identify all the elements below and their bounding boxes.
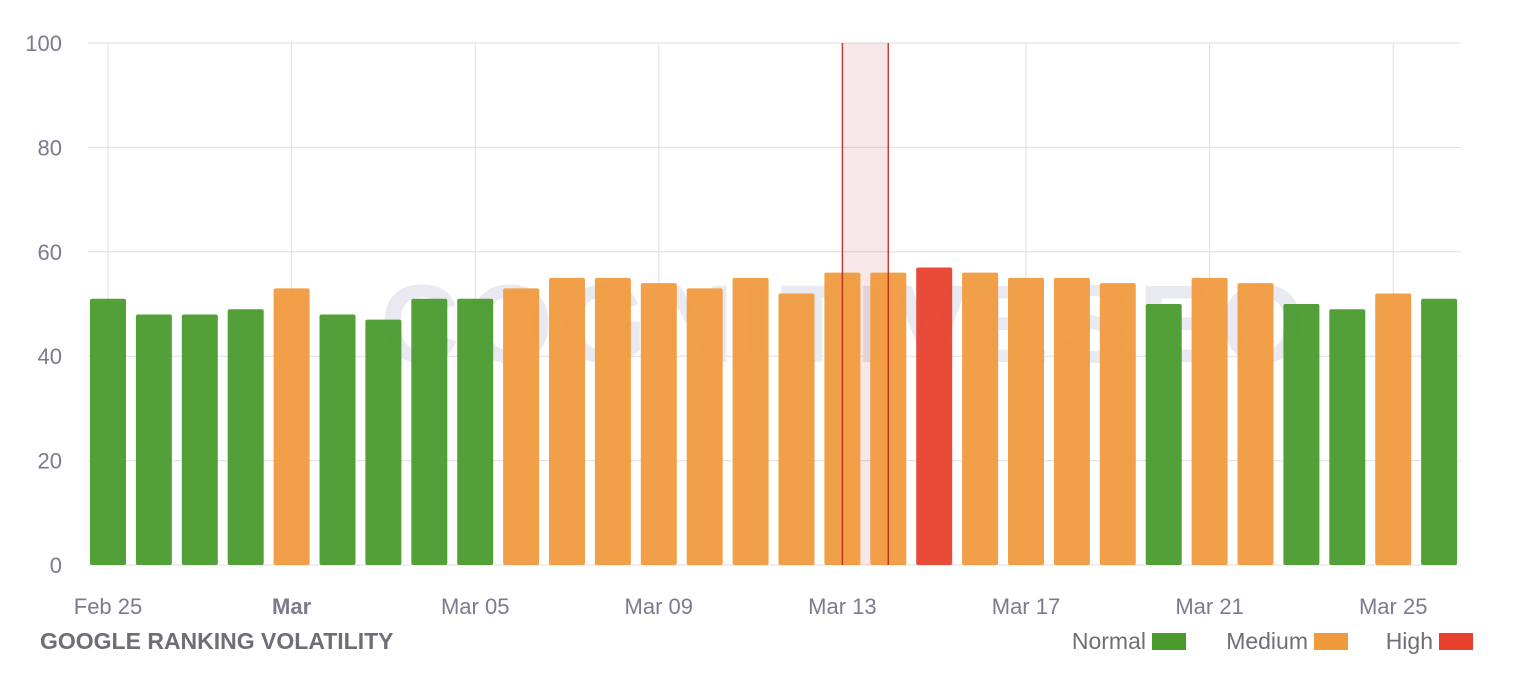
bar-mar-23[interactable] (1283, 304, 1320, 565)
y-axis-ticks: 0 20 40 60 80 100 (25, 31, 62, 578)
bar-mar-25[interactable] (1375, 293, 1412, 565)
legend-swatch-medium (1314, 633, 1348, 650)
bar-mar-10[interactable] (686, 288, 723, 565)
legend-swatch-high (1439, 633, 1473, 650)
chart-title: GOOGLE RANKING VOLATILITY (40, 628, 394, 654)
bar-feb-26[interactable] (135, 314, 172, 565)
legend-label-normal: Normal (1072, 628, 1146, 654)
y-tick-label: 60 (38, 240, 62, 265)
x-tick-label: Mar (272, 594, 312, 619)
bar-feb-27[interactable] (181, 314, 218, 565)
x-tick-label: Mar 25 (1359, 594, 1427, 619)
bar-mar-22[interactable] (1237, 283, 1274, 565)
bar-mar-18[interactable] (1053, 277, 1090, 565)
legend: Normal Medium High (1072, 628, 1473, 654)
bar-mar-05[interactable] (457, 298, 494, 565)
bar-mar-01[interactable] (273, 288, 310, 565)
bar-mar-19[interactable] (1099, 283, 1136, 565)
legend-label-medium: Medium (1226, 628, 1308, 654)
bar-feb-25[interactable] (90, 298, 126, 565)
x-tick-label: Mar 21 (1175, 594, 1243, 619)
x-axis-ticks: Feb 25 Mar Mar 05 Mar 09 Mar 13 Mar 17 Mar 21 M… (74, 594, 1428, 619)
bar-mar-11[interactable] (732, 277, 769, 565)
bar-mar-06[interactable] (503, 288, 540, 565)
bar-mar-21[interactable] (1191, 277, 1228, 565)
legend-label-high: High (1386, 628, 1433, 654)
y-tick-label: 0 (50, 553, 62, 578)
bar-mar-24[interactable] (1329, 309, 1366, 565)
legend-swatch-normal (1152, 633, 1186, 650)
y-tick-label: 100 (25, 31, 62, 56)
y-tick-label: 20 (38, 449, 62, 474)
bar-mar-16[interactable] (962, 272, 999, 565)
y-tick-label: 40 (38, 344, 62, 369)
bar-mar-03[interactable] (365, 319, 402, 565)
bar-mar-09[interactable] (640, 283, 677, 565)
bar-mar-17[interactable] (1008, 277, 1044, 565)
bar-mar-20[interactable] (1145, 304, 1182, 565)
x-tick-label: Mar 05 (441, 594, 509, 619)
bar-mar-15[interactable] (916, 267, 953, 565)
y-tick-label: 80 (38, 135, 62, 160)
bar-mar-04[interactable] (411, 298, 448, 565)
bar-mar-26[interactable] (1421, 298, 1458, 565)
x-tick-label: Mar 13 (808, 594, 876, 619)
x-tick-label: Mar 09 (625, 594, 693, 619)
x-tick-label: Mar 17 (992, 594, 1060, 619)
bar-mar-02[interactable] (319, 314, 356, 565)
bar-mar-12[interactable] (778, 293, 815, 565)
bar-feb-28[interactable] (227, 309, 264, 565)
bar-mar-07[interactable] (549, 277, 585, 565)
bar-mar-08[interactable] (594, 277, 631, 565)
x-tick-label: Feb 25 (74, 594, 143, 619)
